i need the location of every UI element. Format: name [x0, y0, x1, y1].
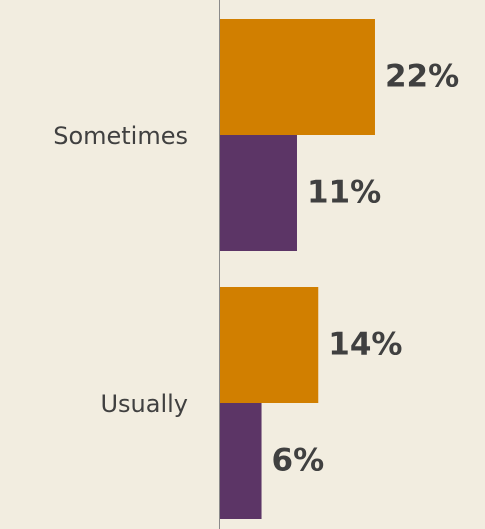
bar: [219, 287, 319, 403]
data-label: 11%: [307, 175, 381, 211]
bar: [219, 19, 375, 135]
data-label: 22%: [385, 59, 459, 95]
category-label: Sometimes: [53, 122, 188, 150]
data-label: 6%: [272, 443, 325, 479]
data-label: 14%: [328, 327, 402, 363]
bar: [219, 135, 297, 251]
category-label: Usually: [100, 390, 188, 418]
bar: [219, 403, 262, 519]
